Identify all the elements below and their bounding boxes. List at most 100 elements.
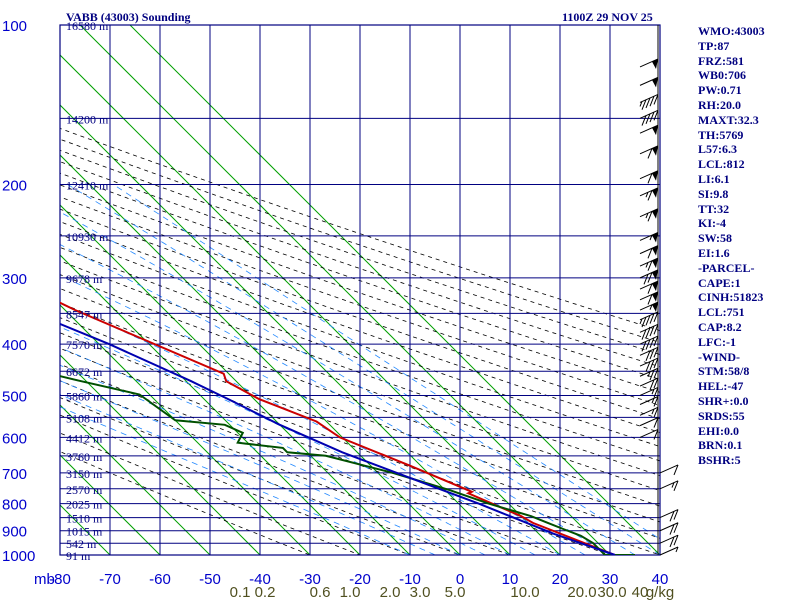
temperature-tick-label: 30 [602,571,619,588]
index-entry: -PARCEL- [698,260,755,275]
temperature-tick-label: -70 [99,571,121,588]
wind-barb-flag [653,396,659,407]
wind-barb [659,509,679,522]
wind-barb-staff [659,534,679,544]
isotherm-line [60,304,311,555]
dry-adiabat-line [60,451,311,555]
wind-barb-flag [673,522,679,533]
wind-barb-flag [673,509,679,520]
height-label: 14200 m [66,112,109,126]
wind-barb-flag [653,94,659,105]
temperature-tick-label: 0 [456,571,464,588]
wind-barb-flag [641,329,647,340]
wind-barb [639,257,659,271]
isotherm-line [60,404,211,555]
mixing-ratio-label: 0.6 [310,584,331,600]
height-label: 6672 m [66,365,103,379]
height-label: 16580 m [66,19,109,33]
temperature-tick-label: 10 [502,571,519,588]
index-entry: HEL:-47 [698,379,744,394]
temperature-tick-label: -30 [299,571,321,588]
isotherm-line [60,254,361,555]
wind-barb-flag [649,359,655,370]
height-label: 5860 m [66,389,103,403]
height-label: 3150 m [66,467,103,481]
isotherms-layer [60,25,660,555]
wind-barb-flag [647,272,653,283]
wind-barb-flag [647,283,653,294]
wind-barb-pennant [652,125,658,136]
isotherm-line [60,454,161,555]
wind-barb [659,480,679,491]
wind-barb-halfflag [649,234,653,241]
wind-barb-flag [649,313,655,324]
wind-barb-flag [645,339,651,350]
index-entry: BSHR:5 [698,453,741,468]
index-entry: L57:6.3 [698,142,737,157]
index-entry: TH:5769 [698,127,744,142]
index-entry: WB0:706 [698,68,746,83]
wind-barb-flag [649,337,655,349]
wind-barb [639,280,659,294]
isotherm-line [60,54,561,555]
height-label: 5108 m [66,411,103,425]
wind-barb [639,406,659,418]
moist-adiabat-line [67,184,660,555]
wind-barb-flag [645,350,651,362]
wind-barb-halfflag [645,212,649,219]
wind-barb-flag [649,379,655,391]
wind-barb [639,377,659,391]
isotherm-line [60,354,261,555]
isotherm-line [60,104,511,555]
index-entry: EHI:0.0 [698,423,740,438]
wind-barb-flag [647,148,653,159]
pressure-tick-label: 600 [2,430,27,447]
wind-barb-staff [639,335,659,345]
height-label: 7570 m [66,338,103,352]
temperature-tick-label: -40 [249,571,271,588]
wind-barb-pennant [652,291,658,302]
pressure-tick-label: 400 [2,337,27,354]
wind-barb-halfflag [671,482,675,488]
wind-barb-halfflag [639,101,643,107]
pressure-tick-label: 1000 [2,548,35,565]
height-label: 1510 m [66,512,103,526]
mixing-ratio-label: 30.0 [597,584,626,600]
parcel-line [60,322,616,555]
series-layer [60,301,635,555]
temperature-tick-label: -20 [349,571,371,588]
height-label: 8547 m [66,307,103,321]
wind-barb-staff [659,464,679,474]
index-entry: RH:20.0 [698,97,741,112]
height-label: 2025 m [66,498,103,512]
pressure-tick-label: 800 [2,497,27,514]
temperature-line [60,301,616,555]
wind-barb-pennant [652,187,658,198]
wind-barb [639,145,659,159]
index-entry: CAPE:1 [698,275,741,290]
moist-adiabat-line [113,184,660,540]
wind-barb-flag [649,348,655,360]
index-entry: SI:9.8 [698,186,729,201]
index-entry: STM:58/8 [698,364,750,379]
wind-barb [659,464,679,476]
pressure-tick-label: 300 [2,271,27,288]
mixing-ratio-label: 3.0 [410,584,431,600]
height-label: 12410 m [66,179,109,193]
wind-barb-flag [649,96,655,107]
wind-barb-flag [649,325,655,337]
wind-barb-halfflag [651,389,655,395]
grid-layer [59,24,661,556]
wind-barb-pennant [652,145,658,156]
wind-barb-staff [639,396,659,405]
wind-barb-flag [647,248,653,259]
wind-barb [639,124,659,136]
wind-barb-halfflag [639,318,643,325]
index-entry: FRZ:581 [698,53,744,68]
height-label: 1015 m [66,525,103,539]
wind-barb-halfflag [647,371,651,377]
wind-barb-flag [641,99,647,110]
wind-barb-halfflag [651,398,655,404]
wind-barb-pennant [652,302,658,313]
index-entry: MAXT:32.3 [698,112,759,127]
